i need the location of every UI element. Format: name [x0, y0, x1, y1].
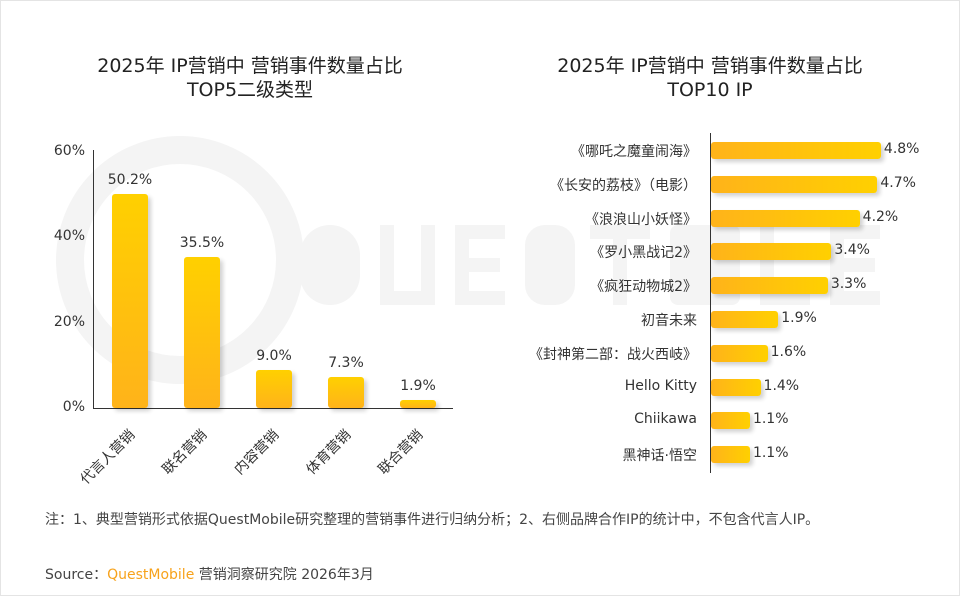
bar [711, 446, 750, 464]
bar [711, 412, 750, 430]
y-tick-label: 《疯狂动物城2》 [590, 279, 697, 296]
data-label: 1.6% [770, 343, 807, 360]
data-label: 4.2% [862, 208, 899, 225]
y-tick-label: 《长安的荔枝》（电影） [550, 177, 697, 194]
y-tick-label: 《浪浪山小妖怪》 [585, 211, 697, 228]
source-rest: 营销洞察研究院 2026年3月 [194, 567, 374, 583]
bar [711, 378, 761, 396]
bar [711, 243, 832, 261]
x-axis [93, 408, 453, 409]
bar [711, 277, 828, 295]
y-tick-label: 40% [53, 228, 85, 245]
data-label: 4.8% [883, 141, 920, 157]
y-axis [710, 133, 711, 473]
y-tick-label: 20% [53, 313, 85, 330]
y-tick-label: 《哪吒之魔童闹海》 [571, 144, 697, 160]
data-label: 1.9% [400, 377, 436, 394]
source: Source：QuestMobile 营销洞察研究院 2026年3月 [45, 564, 374, 584]
data-label: 3.3% [830, 276, 867, 293]
bar [711, 209, 860, 227]
data-label: 50.2% [107, 171, 153, 188]
y-tick-label: 60% [53, 143, 85, 159]
y-axis [93, 150, 94, 408]
data-label: 1.1% [752, 445, 789, 462]
chart-title-right: 2025年 IP营销中 营销事件数量占比 TOP10 IP [500, 54, 920, 102]
data-label: 4.7% [880, 174, 916, 191]
data-label: 9.0% [256, 347, 292, 364]
data-label: 1.4% [763, 377, 800, 394]
y-tick-label: 初音未来 [641, 313, 697, 329]
bar [711, 175, 878, 193]
bar [711, 142, 881, 159]
y-tick-label: Hello Kitty [624, 377, 697, 394]
chart-title-left-line1: 2025年 IP营销中 营销事件数量占比 [97, 55, 403, 77]
source-prefix: Source： [45, 567, 108, 583]
bar [328, 376, 364, 408]
footnote: 注：1、典型营销形式依据QuestMobile研究整理的营销事件进行归纳分析；2… [45, 512, 820, 528]
bar [711, 344, 768, 362]
y-tick-label: 《封神第二部：战火西岐》 [529, 346, 697, 363]
data-label: 7.3% [328, 354, 364, 371]
bar [400, 399, 436, 408]
data-label: 35.5% [179, 234, 225, 251]
chart-title-right-line2: TOP10 IP [667, 79, 753, 101]
bar [256, 369, 292, 408]
chart-title-left: 2025年 IP营销中 营销事件数量占比 TOP5二级类型 [40, 54, 460, 102]
chart-title-left-line2: TOP5二级类型 [186, 79, 314, 101]
y-tick-label: 《罗小黑战记2》 [590, 245, 697, 262]
y-tick-label: 0% [62, 399, 85, 415]
y-tick-label: 黑神话·悟空 [622, 448, 697, 465]
source-brand: QuestMobile [107, 567, 195, 583]
bar [184, 256, 220, 408]
bar [112, 193, 148, 408]
y-tick-label: Chiikawa [634, 411, 697, 428]
data-label: 1.1% [752, 411, 789, 428]
bar [711, 311, 779, 328]
data-label: 1.9% [781, 310, 817, 326]
chart-title-right-line1: 2025年 IP营销中 营销事件数量占比 [557, 55, 863, 77]
data-label: 3.4% [834, 242, 870, 259]
